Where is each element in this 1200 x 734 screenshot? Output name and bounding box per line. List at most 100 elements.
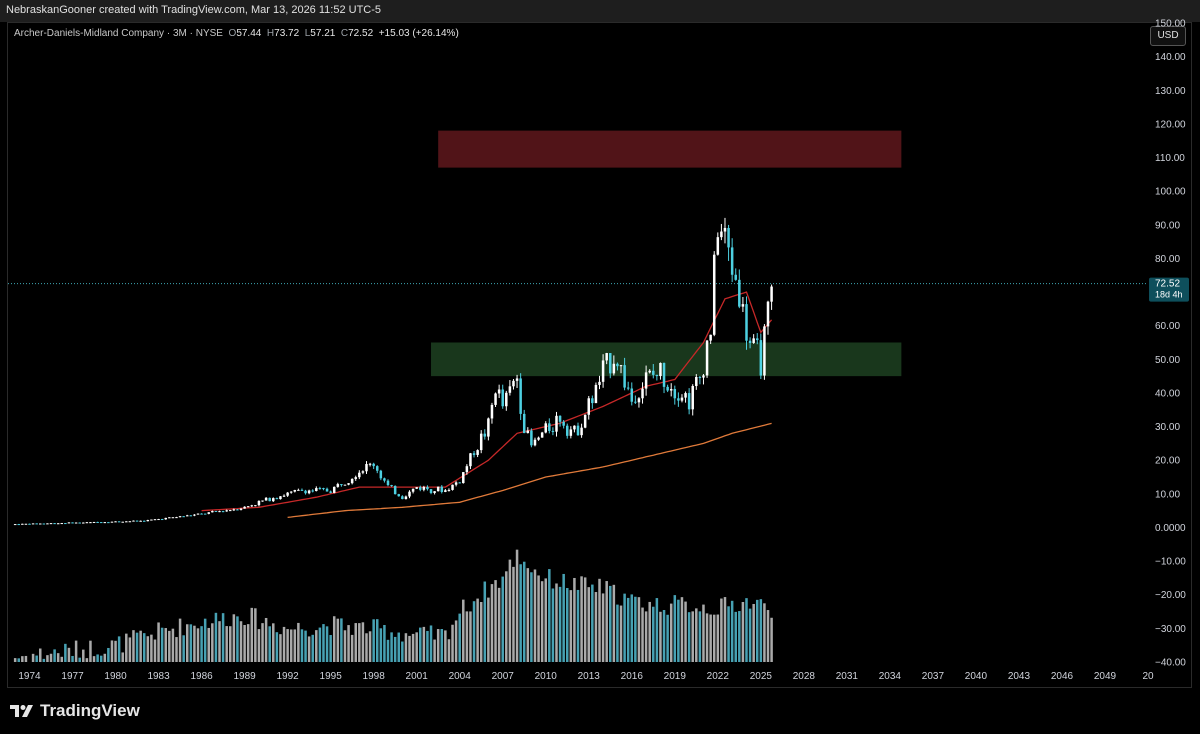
candle-body [680,397,684,401]
candle-body [386,480,390,486]
candle-body [533,439,537,446]
candle-body [207,512,211,514]
x-tick-label: 1974 [18,671,41,682]
volume-bar [623,593,626,662]
volume-bar [375,619,379,662]
candle-body [763,326,766,376]
candle-body [67,522,71,524]
volume-bar [630,594,634,662]
candle-body [462,472,465,484]
candle-body [13,524,17,526]
volume-bar [268,626,271,662]
volume-bar [702,604,705,662]
candle-body [332,486,336,493]
high-label: H [266,28,275,39]
candle-body [365,464,368,472]
candle-body [641,388,644,399]
volume-bar [350,634,354,662]
x-tick-label: 2040 [965,671,988,682]
candle-body [637,398,641,403]
candle-body [250,505,254,507]
candle-body [107,522,110,524]
candle-body [669,389,673,391]
volume-bar [763,603,766,662]
volume-bar [479,602,483,662]
candle-body [289,491,293,493]
low-label: L [304,28,311,39]
volume-bar [307,636,311,662]
volume-bar [641,607,644,662]
y-tick-label: 10.00 [1155,489,1180,500]
volume-bar [74,640,78,662]
volume-bar [297,622,300,662]
candle-body [630,388,634,402]
candle-body [397,494,401,497]
candle-body [544,423,547,433]
x-tick-label: 1995 [320,671,343,682]
candle-body [655,374,659,377]
volume-bar [669,603,673,662]
volume-bar [325,626,329,662]
volume-bar [13,658,17,662]
volume-bar [293,629,297,662]
candle-body [354,477,357,479]
volume-bar [759,599,763,662]
candle-body [505,392,508,407]
candle-body [128,521,132,523]
volume-bar [53,649,56,662]
candle-body [264,497,268,501]
open-value: 57.44 [236,28,262,39]
candle-body [712,254,716,335]
volume-bar [110,640,114,662]
y-tick-label: 60.00 [1155,321,1180,332]
volume-bars [13,549,773,662]
volume-bar [741,601,745,662]
tradingview-logo: TradingView [10,701,140,721]
volume-bar [340,618,343,662]
x-tick-label: 2028 [793,671,816,682]
candle-body [770,286,773,302]
volume-bar [569,590,573,662]
candle-body [612,363,616,374]
volume-bar [522,561,526,662]
volume-bar [358,623,361,662]
volume-bar [512,566,515,662]
volume-bar [601,593,605,662]
volume-bar [146,636,150,662]
volume-bar [189,624,193,662]
volume-bar [544,578,547,662]
candle-body [497,389,501,394]
y-tick-label: −10.00 [1155,557,1186,568]
candle-body [164,517,167,520]
volume-bar [609,585,612,662]
volume-bar [530,572,533,662]
volume-bar [132,630,135,662]
volume-bar [730,600,734,662]
candle-body [479,433,483,451]
low-value: 57.21 [310,28,336,39]
x-tick-label: 2025 [750,671,773,682]
candle-body [150,519,153,521]
volume-bar [548,569,551,662]
volume-bar [598,578,601,662]
currency-button[interactable]: USD [1150,26,1186,46]
volume-bar [368,631,372,662]
high-value: 73.72 [274,28,300,39]
candle-body [512,380,515,387]
y-tick-label: 100.00 [1155,187,1186,198]
symbol-legend: Archer-Daniels-Midland Company · 3M · NY… [14,28,459,39]
footer [0,688,1200,734]
candle-body [551,430,555,432]
volume-bar [655,598,659,662]
x-tick-label: 2010 [535,671,558,682]
candle-body [49,523,53,525]
candle-body [390,485,393,487]
candle-body [587,398,591,415]
candle-body [684,393,687,398]
volume-bar [447,639,451,662]
price-label-countdown: 18d 4h [1155,290,1183,300]
volume-bar [229,626,232,662]
candle-body [433,491,436,493]
price-label-value: 72.52 [1155,279,1180,290]
